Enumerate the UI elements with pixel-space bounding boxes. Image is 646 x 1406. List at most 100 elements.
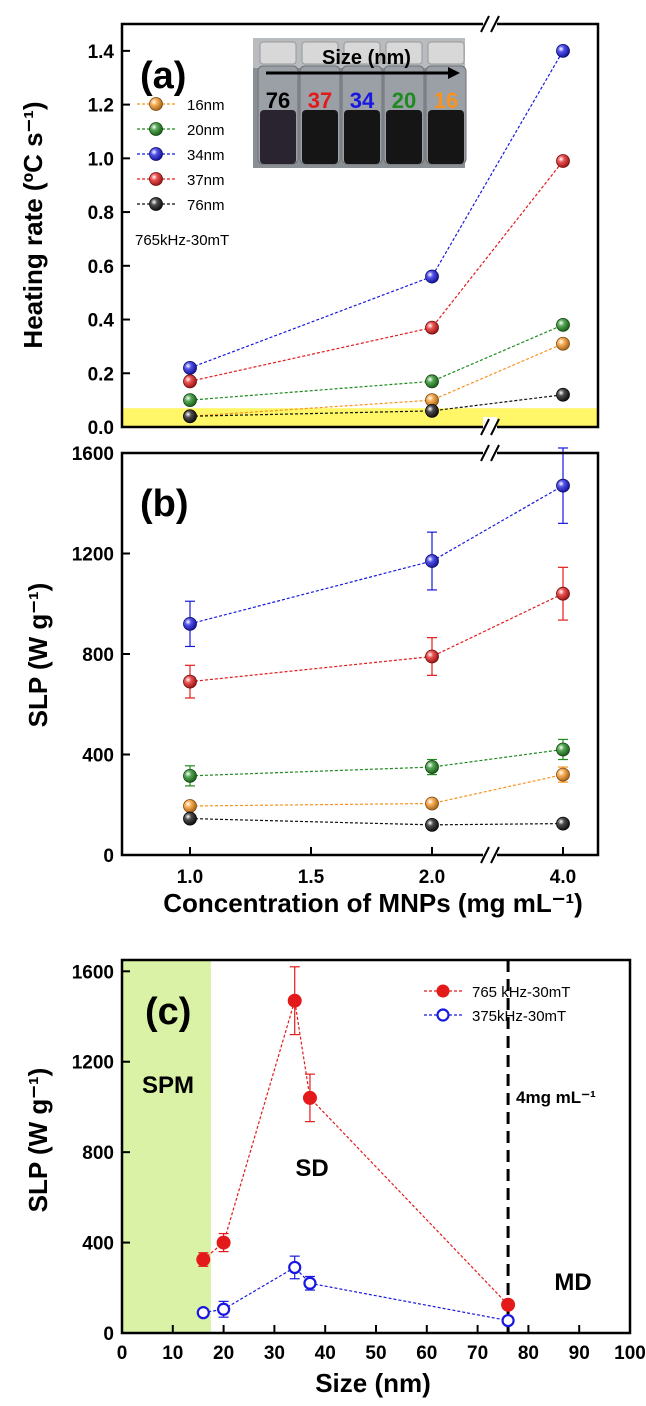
y-tick-label: 1.4: [88, 42, 115, 63]
data-point-76nm: [425, 817, 439, 832]
data-point-34nm: [556, 43, 570, 58]
y-tick-label: 1.0: [88, 149, 114, 170]
region-label-SD: SD: [295, 1155, 328, 1182]
series-line-20nm: [189, 748, 564, 777]
x-tick-label: 40: [315, 1343, 336, 1364]
legend-marker: [149, 197, 163, 211]
series-lines: [202, 1000, 509, 1322]
legend-label: 76nm: [187, 197, 225, 214]
series-line-34nm: [189, 50, 564, 369]
panel-c: 0 400 800 1200 1600 0 10 20 30 40 50 60 70 80 90 100 S…: [23, 958, 646, 1398]
x-tick-label: 10: [162, 1343, 183, 1364]
data-point-34nm: [556, 478, 570, 493]
data-point: [303, 1276, 317, 1290]
axis-break: [480, 14, 500, 437]
region-label-SPM: SPM: [142, 1072, 194, 1099]
data-point-20nm: [183, 393, 197, 408]
plot-frame: [120, 451, 600, 857]
x-tick-label: 80: [518, 1343, 539, 1364]
series-points: [183, 478, 570, 832]
data-point: [196, 1306, 210, 1320]
series-line: [203, 1266, 509, 1322]
legend-label: 37nm: [187, 172, 225, 189]
legend-label: 375kHz-30mT: [472, 1008, 566, 1025]
data-point: [216, 1235, 231, 1250]
vials-photo: Size (nm) 76 37 34 20 16: [253, 38, 467, 168]
y-tick-label: 1600: [72, 962, 114, 983]
data-point-34nm: [183, 616, 197, 631]
axis-break: [480, 443, 500, 865]
data-point-34nm: [183, 360, 197, 375]
y-tick-label: 0.0: [88, 418, 114, 439]
y-tick-label: 0.8: [88, 203, 114, 224]
y-ticks: 0 400 800 1200 1600: [72, 444, 130, 867]
legend-label: 16nm: [187, 97, 225, 114]
data-point-16nm: [183, 799, 197, 813]
data-point-37nm: [183, 374, 197, 389]
x-axis-label: Concentration of MNPs (mg mL⁻¹): [163, 888, 583, 918]
series-line: [202, 1000, 509, 1306]
y-tick-label: 1200: [72, 1053, 114, 1074]
series-line-37nm: [189, 160, 564, 382]
x-tick-label: 100: [614, 1343, 646, 1364]
series-line-16nm: [189, 774, 564, 807]
inset-size-label: 20: [392, 88, 416, 113]
data-point-76nm: [556, 816, 570, 831]
legend-marker: [149, 147, 163, 161]
data-point: [217, 1302, 231, 1316]
region-label-MD: MD: [554, 1269, 591, 1296]
y-axis-label: SLP (W g⁻¹): [23, 1068, 53, 1213]
inset-size-label: 16: [434, 88, 458, 113]
legend-marker: [149, 122, 163, 136]
x-tick-label: 2.0: [419, 867, 445, 888]
x-tick-label: 70: [467, 1343, 488, 1364]
legend-marker: [436, 1008, 450, 1022]
y-tick-label: 0: [103, 846, 114, 867]
series-points: [183, 43, 570, 424]
data-point-37nm: [183, 674, 197, 689]
x-tick-label: 50: [365, 1343, 386, 1364]
data-point-76nm: [556, 387, 570, 402]
panel-b: 0 400 800 1200 1600 1.0 1.5 2.0 4.0 SLP (W g⁻¹)…: [23, 443, 600, 918]
x-tick-label: 60: [416, 1343, 437, 1364]
data-point: [196, 1252, 211, 1267]
y-tick-label: 1.2: [88, 96, 114, 117]
y-tick-label: 0.6: [88, 257, 114, 278]
data-point-37nm: [425, 320, 439, 335]
y-axis-label: Heating rate (ºC s⁻¹): [18, 101, 48, 348]
series-lines: [189, 485, 564, 826]
series-line-20nm: [189, 324, 564, 401]
x-axis-label: Size (nm): [315, 1368, 431, 1398]
data-point-37nm: [425, 649, 439, 664]
panel-label: (a): [140, 55, 186, 97]
y-axis-label: SLP (W g⁻¹): [23, 583, 53, 728]
data-point-20nm: [183, 768, 197, 783]
data-point-76nm: [183, 811, 197, 826]
legend-marker: [149, 172, 163, 186]
plot-frame: [120, 22, 600, 429]
condition-label: 765kHz-30mT: [135, 232, 229, 249]
data-point: [288, 1260, 302, 1275]
x-tick-label: 1.5: [298, 867, 325, 888]
data-point-76nm: [183, 409, 197, 424]
data-point-20nm: [425, 374, 439, 389]
y-tick-label: 400: [82, 746, 114, 767]
x-ticks: 0 10 20 30 40 50 60 70 80 90 100: [117, 1325, 646, 1364]
x-tick-label: 4.0: [550, 867, 576, 888]
data-point: [287, 993, 302, 1008]
inset-size-label: 34: [350, 88, 375, 113]
x-ticks: 1.0 1.5 2.0 4.0: [177, 847, 576, 888]
legend: 16nm 20nm 34nm 37nm 76nm: [137, 97, 225, 214]
legend-label: 765 kHz-30mT: [472, 984, 570, 1001]
series-line-37nm: [189, 593, 564, 683]
y-ticks: 0.0 0.2 0.4 0.6 0.8 1.0 1.2 1.4: [88, 42, 130, 439]
inset-title: Size (nm): [322, 47, 411, 69]
y-tick-label: 800: [82, 645, 114, 666]
y-tick-label: 1200: [72, 545, 114, 566]
panel-label: (c): [145, 991, 191, 1033]
spm-region: [122, 960, 211, 1333]
legend-label: 20nm: [187, 122, 225, 139]
data-point-20nm: [556, 318, 570, 332]
y-tick-label: 0: [103, 1324, 114, 1345]
